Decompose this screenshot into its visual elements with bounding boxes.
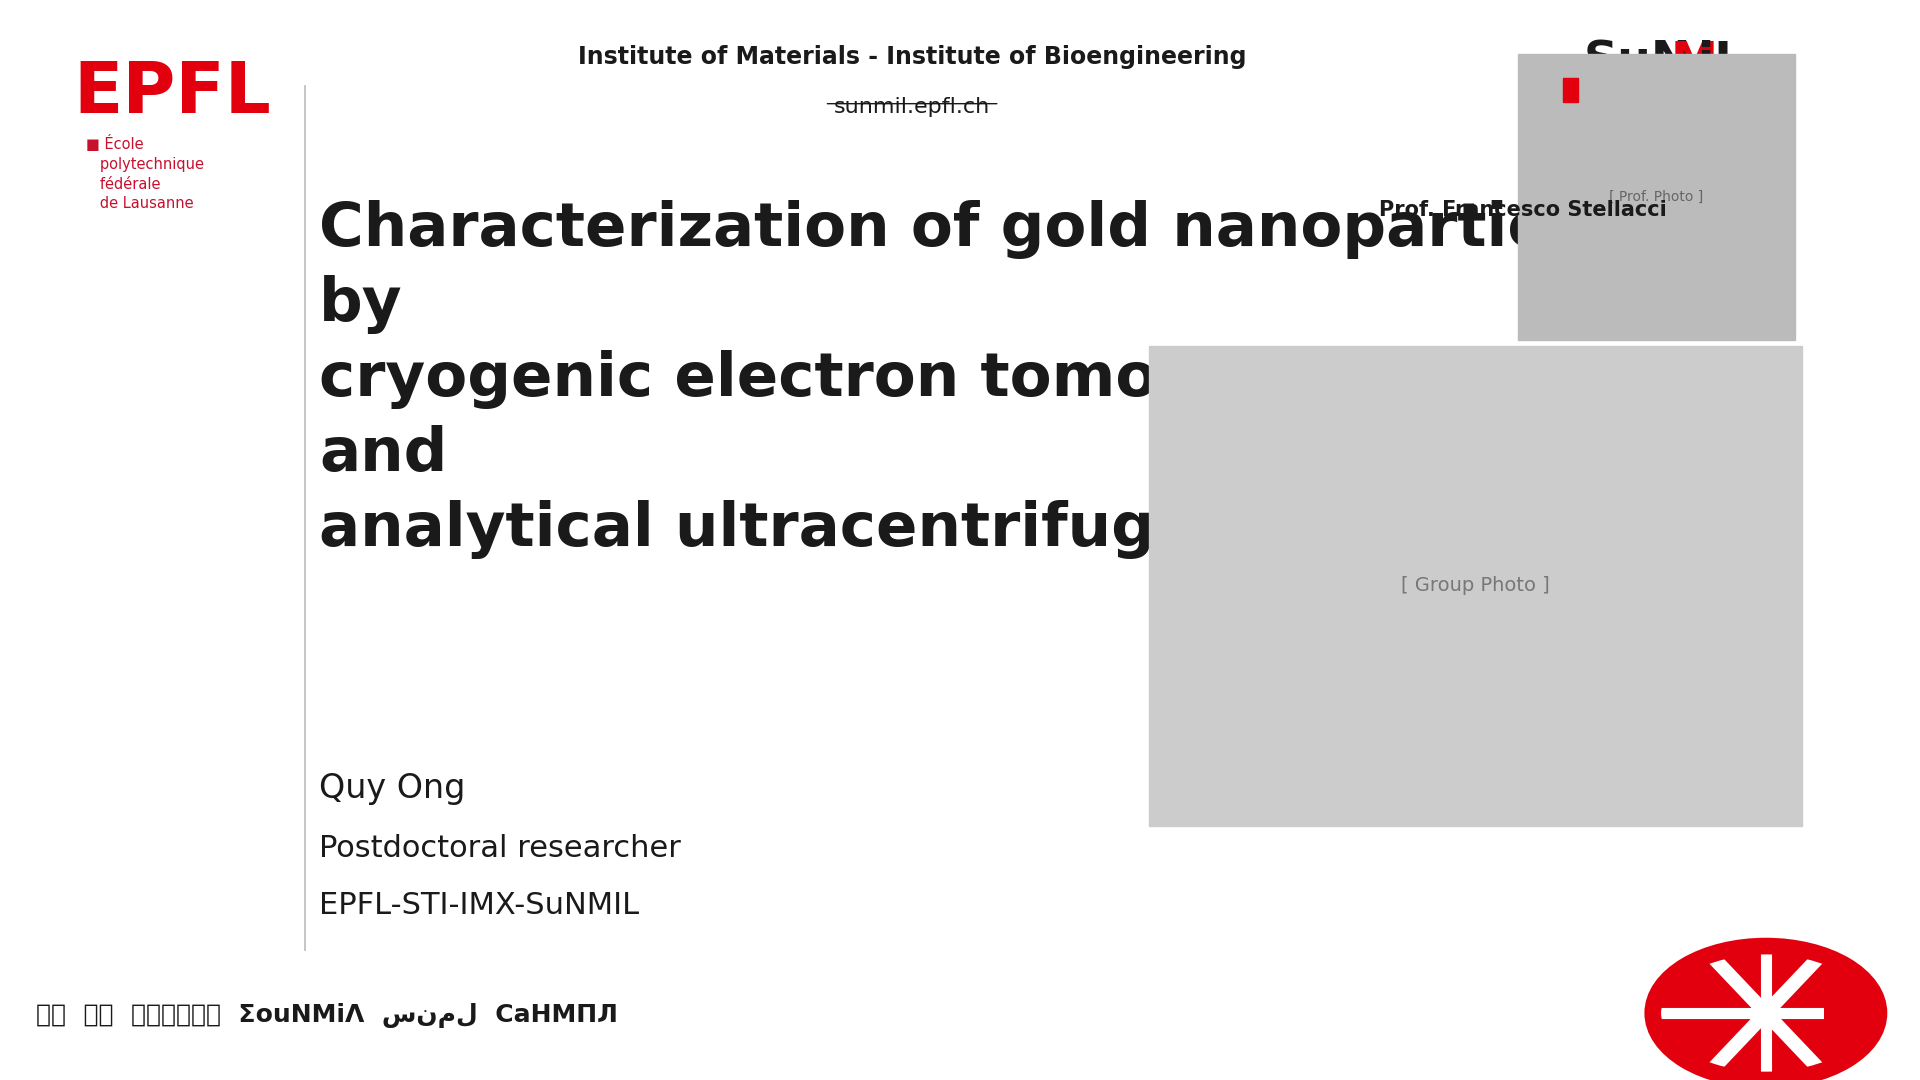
Bar [1563, 78, 1578, 102]
Text: Institute of Materials - Institute of Bioengineering: Institute of Materials - Institute of Bi… [578, 45, 1246, 69]
Text: M: M [1670, 40, 1718, 85]
Text: 桑縈  선밀  सानमिल  ΣouNMiΛ  سنمل  СаНМПЛ: 桑縈 선밀 सानमिल ΣouNMiΛ سنمل СаНМПЛ [36, 1003, 618, 1028]
Circle shape [1653, 946, 1880, 1080]
Text: EPFL: EPFL [73, 59, 271, 129]
Text: Characterization of gold nanoparticles
by
cryogenic electron tomography
and
anal: Characterization of gold nanoparticles b… [319, 200, 1644, 559]
Text: Postdoctoral researcher: Postdoctoral researcher [319, 834, 682, 863]
Text: [ Prof. Photo ]: [ Prof. Photo ] [1609, 190, 1703, 204]
Text: Prof. Francesco Stellacci: Prof. Francesco Stellacci [1379, 200, 1667, 220]
Text: EPFL-STI-IMX-SuNMIL: EPFL-STI-IMX-SuNMIL [319, 891, 639, 920]
Text: [ Group Photo ]: [ Group Photo ] [1402, 577, 1549, 595]
Text: sunmil.epfl.ch: sunmil.epfl.ch [833, 97, 991, 118]
Bar [1150, 346, 1803, 826]
Text: ■ École
   polytechnique
   fédérale
   de Lausanne: ■ École polytechnique fédérale de Lausan… [86, 135, 204, 212]
Text: Supramolecular
NanoMaterials
and Interfaces
Laboratory: Supramolecular NanoMaterials and Interfa… [1584, 102, 1693, 171]
Text: SuN: SuN [1584, 40, 1692, 85]
Text: Quy Ong: Quy Ong [319, 772, 467, 806]
Bar [1517, 54, 1795, 340]
Text: iL: iL [1699, 40, 1745, 85]
